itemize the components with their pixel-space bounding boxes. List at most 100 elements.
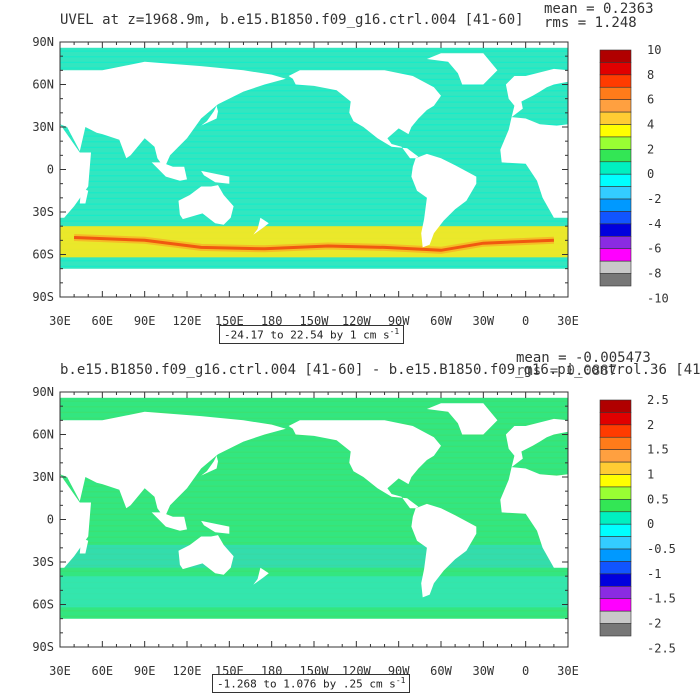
colorbar-swatch	[599, 248, 632, 262]
ocean-band	[60, 417, 568, 419]
colorbar-swatch	[599, 412, 632, 426]
land-mask	[178, 535, 234, 575]
ocean-band	[60, 67, 568, 69]
land-mask	[60, 474, 91, 568]
colorbar-swatch	[599, 186, 632, 200]
land-mask	[178, 185, 234, 225]
ocean-band	[60, 525, 568, 527]
bottom-rms-label: rms = 0.0887	[516, 363, 618, 379]
colorbar-label: 8	[647, 68, 654, 82]
ocean-band	[60, 536, 568, 538]
colorbar-swatch	[599, 111, 632, 125]
ocean-band	[60, 192, 568, 194]
colorbar-label: 6	[647, 93, 654, 107]
ocean-band	[60, 101, 568, 103]
bottom-map-title: b.e15.B1850.f09_g16.ctrl.004 [41-60] - b…	[60, 362, 700, 378]
colorbar-swatch	[599, 561, 632, 575]
lat-label: 30N	[32, 120, 54, 134]
lat-label: 60S	[32, 248, 54, 262]
colorbar-swatch	[599, 74, 632, 88]
ocean-band	[60, 56, 568, 58]
lon-label: 150E	[215, 314, 244, 328]
lat-label: 60N	[32, 428, 54, 442]
land-mask	[500, 117, 568, 218]
colorbar-swatch	[599, 124, 632, 138]
lon-label: 30E	[557, 314, 579, 328]
bottom-map-panel: 90N 60N 30N 0 30S 60S 90S 30E 60E 90E 120E 150E 180 1…	[0, 350, 700, 700]
colorbar-label: 1	[647, 468, 654, 482]
lon-label: 0	[522, 314, 529, 328]
lon-label: 120E	[173, 314, 202, 328]
top-range-label: -24.17 to 22.54 by 1 cm s-1	[219, 325, 405, 344]
lon-label: 180	[261, 314, 283, 328]
land-mask	[288, 420, 441, 509]
ocean-band	[60, 445, 568, 448]
colorbar-label: -2	[647, 617, 661, 631]
ocean-band	[60, 615, 568, 618]
ocean-band	[60, 400, 568, 402]
land-mask	[201, 170, 230, 184]
colorbar-swatch	[599, 223, 632, 237]
ocean-band	[60, 519, 568, 521]
colorbar-label: -6	[647, 242, 661, 256]
top-map-panel: 90N 60N 30N 0 30S 60S 90S 30E 60E 90E 120E 150E 180 1…	[32, 1, 669, 344]
colorbar-swatch	[599, 99, 632, 113]
land-mask	[60, 618, 568, 647]
top-rms-label: rms = 1.248	[544, 15, 637, 31]
land-mask	[253, 567, 269, 585]
ocean-band	[60, 214, 568, 217]
colorbar-swatch	[599, 149, 632, 163]
ocean-band	[60, 479, 568, 482]
ocean-band	[60, 485, 568, 487]
ocean-band	[60, 112, 568, 115]
lon-label: 60E	[91, 664, 113, 678]
colorbar-swatch	[599, 260, 632, 274]
colorbar-label: 0.5	[647, 492, 669, 506]
lon-label: 90E	[134, 664, 156, 678]
ocean-band	[60, 547, 568, 550]
ocean-band	[60, 462, 568, 465]
lat-label: 0	[47, 163, 54, 177]
colorbar-swatch	[599, 236, 632, 250]
colorbar-label: 2	[647, 142, 654, 156]
lon-label: 30W	[472, 664, 494, 678]
ocean-band	[60, 197, 568, 200]
land-mask	[60, 124, 91, 218]
colorbar: 10 8 6 4 2 0 -2 -4 -6 -8 -10	[599, 43, 669, 305]
land-mask	[505, 418, 568, 468]
ocean-band	[60, 553, 568, 555]
ocean-band	[60, 542, 568, 544]
colorbar-swatch	[599, 573, 632, 587]
land-mask	[201, 105, 218, 126]
map-area	[60, 392, 568, 647]
ocean-band	[60, 468, 568, 470]
colorbar-swatch	[599, 86, 632, 100]
land-mask	[426, 403, 498, 435]
colorbar-swatch	[599, 511, 632, 525]
ocean-band	[60, 124, 568, 126]
land-mask	[201, 455, 218, 476]
colorbar-swatch	[599, 424, 632, 438]
colorbar-swatch	[599, 436, 632, 450]
bottom-range-label: -1.268 to 1.076 by .25 cm s-1	[212, 674, 411, 693]
ocean-band	[60, 118, 568, 120]
colorbar-swatch	[599, 211, 632, 225]
colorbar-label: 2	[647, 418, 654, 432]
ocean-band	[60, 451, 568, 453]
land-mask	[426, 53, 498, 85]
top-mean-label: mean = 0.2363	[544, 1, 654, 17]
lat-label: 90N	[32, 385, 54, 399]
ocean-band	[60, 570, 568, 572]
lon-label: 90W	[388, 314, 410, 328]
colorbar-swatch	[599, 623, 632, 637]
colorbar-swatch	[599, 523, 632, 537]
land-mask	[60, 61, 286, 169]
colorbar-swatch	[599, 474, 632, 488]
ocean-band	[60, 152, 568, 154]
lat-label: 30S	[32, 555, 54, 569]
lon-label: 0	[522, 664, 529, 678]
colorbar-swatch	[599, 536, 632, 550]
lat-label: 30S	[32, 205, 54, 219]
colorbar-swatch	[599, 62, 632, 76]
ocean-band	[60, 610, 568, 612]
